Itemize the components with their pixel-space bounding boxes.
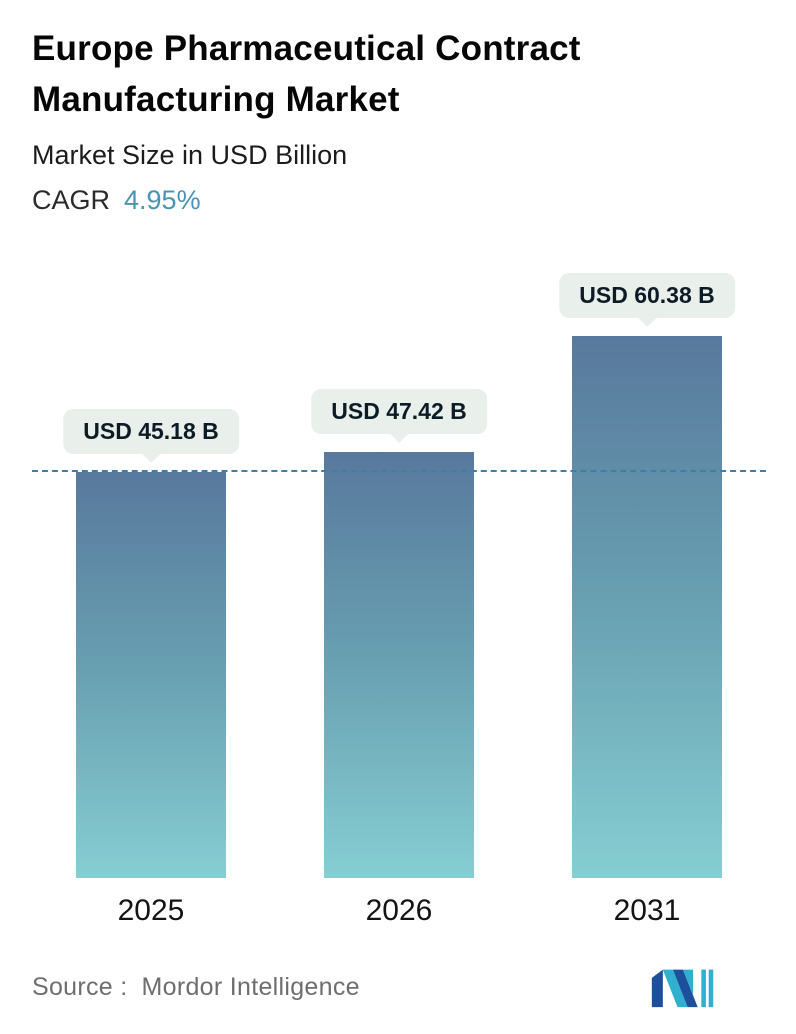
value-callout: USD 47.42 B [311,389,487,435]
cagr-row: CAGR 4.95% [32,185,766,216]
footer: Source : Mordor Intelligence [32,966,716,1008]
bar-column: USD 45.18 B [63,268,239,878]
plot-area: USD 45.18 B USD 47.42 B USD 60.38 B [32,268,766,878]
source-value: Mordor Intelligence [141,972,360,1001]
source-label: Source : [32,972,128,1001]
x-axis-label: 2025 [117,893,185,927]
bar [324,452,474,878]
source-attribution: Source : Mordor Intelligence [32,973,360,1002]
bar-columns: USD 45.18 B USD 47.42 B USD 60.38 B [32,268,766,878]
reference-line [32,470,766,473]
bar [572,335,722,878]
chart-title: Europe Pharmaceutical Contract Manufactu… [32,29,581,119]
cagr-label: CAGR [32,184,111,215]
cagr-value: 4.95% [124,184,201,215]
mordor-intelligence-logo [651,969,714,1008]
x-axis-labels: 2025 2026 2031 [32,894,766,928]
x-axis-label: 2026 [365,893,433,927]
bar-column: USD 60.38 B [559,268,735,878]
bar [76,472,226,878]
bar-column: USD 47.42 B [311,268,487,878]
x-axis-label: 2031 [613,893,681,927]
chart-subtitle: Market Size in USD Billion [32,139,348,170]
value-callout: USD 45.18 B [63,409,239,455]
value-callout: USD 60.38 B [559,272,735,318]
